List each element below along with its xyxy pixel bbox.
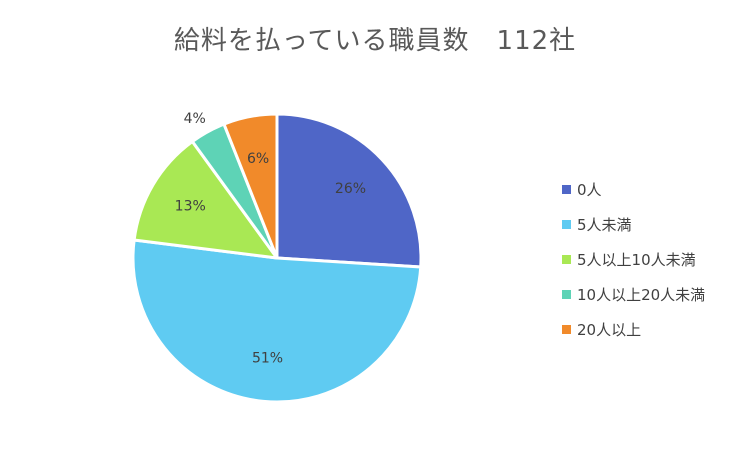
pie-slice-ge20 xyxy=(222,112,279,260)
data-label-lt5: 51% xyxy=(252,350,283,366)
data-label-5to10: 13% xyxy=(175,199,206,215)
legend-item-2: 5人以上10人未満 xyxy=(562,242,705,277)
pie-slice-lt5 xyxy=(131,238,423,404)
legend-swatch-2 xyxy=(562,255,571,264)
legend-swatch-1 xyxy=(562,220,571,229)
legend-label-1: 5人未満 xyxy=(577,216,632,234)
legend-swatch-0 xyxy=(562,185,571,194)
legend-label-4: 20人以上 xyxy=(577,321,642,339)
data-label-10to20: 4% xyxy=(184,111,206,127)
pie-slice-0 xyxy=(275,112,423,269)
legend-item-4: 20人以上 xyxy=(562,312,705,347)
legend-label-0: 0人 xyxy=(577,181,602,199)
legend-label-2: 5人以上10人未満 xyxy=(577,251,696,269)
legend: 0人 5人未満 5人以上10人未満 10人以上20人未満 20人以上 xyxy=(562,172,705,347)
legend-item-3: 10人以上20人未満 xyxy=(562,277,705,312)
data-label-ge20: 6% xyxy=(247,151,269,167)
legend-item-0: 0人 xyxy=(562,172,705,207)
legend-swatch-3 xyxy=(562,290,571,299)
legend-swatch-4 xyxy=(562,325,571,334)
chart-title: 給料を払っている職員数 112社 xyxy=(173,26,577,56)
legend-label-3: 10人以上20人未満 xyxy=(577,286,706,304)
legend-item-1: 5人未満 xyxy=(562,207,705,242)
data-label-0: 26% xyxy=(335,181,366,197)
pie-slice-5to10 xyxy=(132,140,279,260)
